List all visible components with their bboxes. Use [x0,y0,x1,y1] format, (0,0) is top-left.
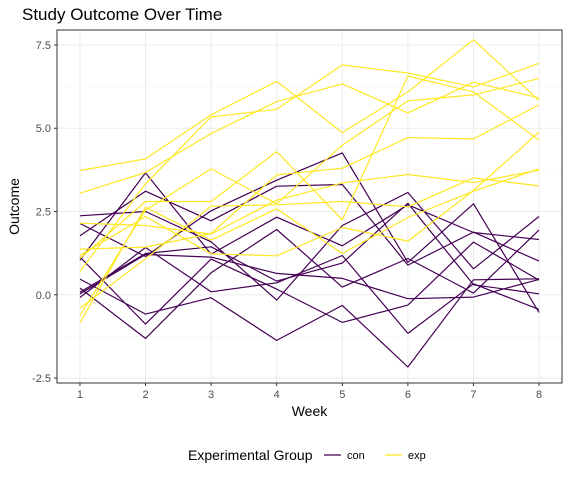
grid [57,30,562,383]
series-line-con-9 [79,202,540,295]
series-line-con-5 [79,278,540,368]
legend-label-con: con [347,450,365,462]
legend-title: Experimental Group [188,447,313,463]
y-tick-label: 5.0 [36,123,51,135]
series-line-exp-16 [79,39,540,172]
x-tick-label: 5 [339,389,345,401]
series-line-exp-13 [79,169,540,235]
series-line-con-2 [79,241,540,325]
y-tick-label: 0.0 [36,290,51,302]
chart-title: Study Outcome Over Time [22,5,222,24]
x-axis: 1 2 3 4 5 6 7 8 [77,383,542,401]
panel-background [57,30,562,383]
y-tick-label: -2.5 [32,373,51,385]
series-line-exp-14 [79,78,540,316]
series-lines [79,39,540,368]
series-line-exp-11 [79,81,540,194]
x-tick-label: 7 [470,389,476,401]
series-line-exp-18 [79,104,540,250]
y-tick-label: 2.5 [36,206,51,218]
series-line-con-1 [79,228,540,339]
series-line-con-6 [79,191,540,301]
x-tick-label: 8 [536,389,542,401]
series-line-exp-17 [79,131,540,257]
x-tick-label: 6 [405,389,411,401]
y-axis: -2.5 0.0 2.5 5.0 7.5 [32,40,57,385]
series-line-con-10 [79,152,540,313]
series-line-exp-20 [79,75,540,259]
x-tick-label: 1 [77,389,83,401]
y-axis-title: Outcome [6,178,22,235]
series-line-exp-15 [79,62,540,272]
x-axis-title: Week [292,403,329,419]
y-tick-label: 7.5 [36,40,51,52]
legend-label-exp: exp [408,450,426,462]
x-tick-label: 4 [274,389,280,401]
x-tick-label: 3 [208,389,214,401]
legend: Experimental Group con exp [188,447,426,463]
series-line-exp-12 [79,168,540,323]
series-line-exp-19 [79,177,540,309]
panel-border [56,29,563,384]
series-line-con-8 [79,246,540,334]
x-tick-label: 2 [142,389,148,401]
